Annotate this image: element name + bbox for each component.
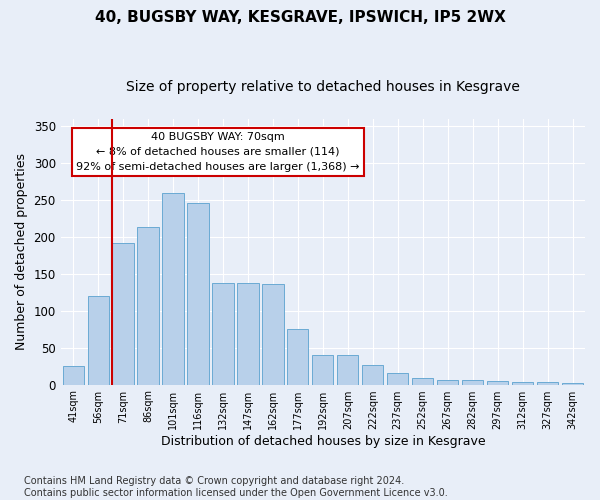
Bar	[387, 373, 409, 384]
Y-axis label: Number of detached properties: Number of detached properties	[15, 153, 28, 350]
Bar	[437, 380, 458, 384]
Bar	[562, 383, 583, 384]
Bar	[88, 296, 109, 384]
Bar	[137, 228, 158, 384]
Text: Contains HM Land Registry data © Crown copyright and database right 2024.
Contai: Contains HM Land Registry data © Crown c…	[24, 476, 448, 498]
Bar	[262, 284, 284, 384]
Bar	[337, 355, 358, 384]
Bar	[287, 329, 308, 384]
Bar	[238, 284, 259, 384]
Text: 40, BUGSBY WAY, KESGRAVE, IPSWICH, IP5 2WX: 40, BUGSBY WAY, KESGRAVE, IPSWICH, IP5 2…	[95, 10, 505, 25]
Bar	[62, 366, 84, 384]
Bar	[412, 378, 433, 384]
Bar	[112, 243, 134, 384]
Title: Size of property relative to detached houses in Kesgrave: Size of property relative to detached ho…	[126, 80, 520, 94]
Bar	[462, 380, 483, 384]
Bar	[212, 284, 233, 384]
Bar	[487, 381, 508, 384]
Bar	[512, 382, 533, 384]
Text: 40 BUGSBY WAY: 70sqm
← 8% of detached houses are smaller (114)
92% of semi-detac: 40 BUGSBY WAY: 70sqm ← 8% of detached ho…	[76, 132, 360, 172]
Bar	[312, 355, 334, 384]
Bar	[537, 382, 558, 384]
Bar	[187, 203, 209, 384]
Bar	[163, 192, 184, 384]
Bar	[362, 366, 383, 384]
X-axis label: Distribution of detached houses by size in Kesgrave: Distribution of detached houses by size …	[161, 434, 485, 448]
